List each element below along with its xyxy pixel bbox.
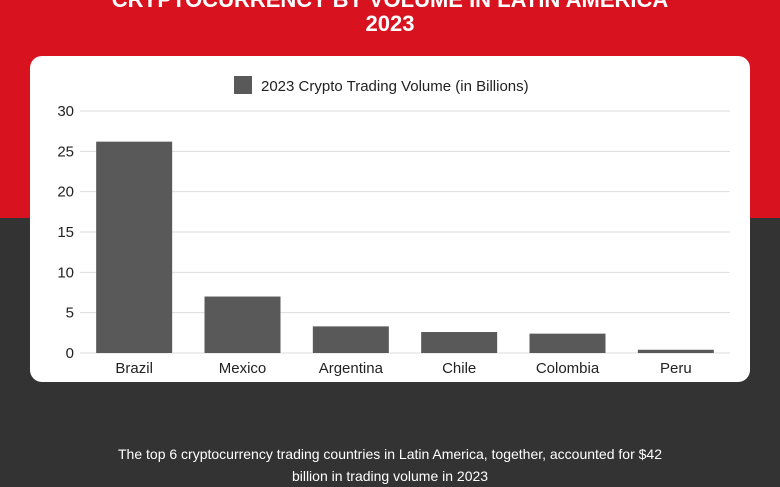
x-tick-label: Colombia xyxy=(536,360,600,377)
page-title: CRYPTOCURRENCY BY VOLUME IN LATIN AMERIC… xyxy=(0,0,780,13)
legend-swatch xyxy=(234,76,252,94)
y-tick-label: 5 xyxy=(66,305,74,322)
x-tick-label: Mexico xyxy=(219,360,267,377)
caption-line-1: The top 6 cryptocurrency trading countri… xyxy=(118,446,662,462)
x-axis: Brazil Mexico Argentina Chile Colombia Peru xyxy=(115,360,691,377)
bar-colombia xyxy=(529,333,606,353)
x-tick-label: Argentina xyxy=(319,360,384,377)
y-tick-label: 0 xyxy=(66,345,74,362)
y-tick-label: 25 xyxy=(57,143,74,160)
y-axis: 0 5 10 15 20 25 30 xyxy=(57,103,74,362)
grid-lines xyxy=(80,110,730,354)
legend: 2023 Crypto Trading Volume (in Billions) xyxy=(234,76,529,95)
bar-peru xyxy=(637,349,714,353)
bars xyxy=(96,141,714,353)
x-tick-label: Peru xyxy=(660,360,692,377)
page-title-year: 2023 xyxy=(365,11,415,36)
chart-card: 0 5 10 15 20 25 30 Brazil Mexico Argentina Chile C… xyxy=(30,56,750,382)
caption-line-2: billion in trading volume in 2023 xyxy=(291,468,489,484)
bar-chile xyxy=(421,332,498,353)
bar-chart: 0 5 10 15 20 25 30 Brazil Mexico Argentina Chile C… xyxy=(57,76,730,377)
bar-argentina xyxy=(312,326,389,353)
y-tick-label: 15 xyxy=(57,224,74,241)
y-tick-label: 10 xyxy=(57,264,74,281)
bar-brazil xyxy=(96,141,173,353)
x-tick-label: Chile xyxy=(442,360,476,377)
legend-label: 2023 Crypto Trading Volume (in Billions) xyxy=(261,78,529,95)
x-tick-label: Brazil xyxy=(115,360,153,377)
y-tick-label: 30 xyxy=(57,103,74,120)
y-tick-label: 20 xyxy=(57,184,74,201)
bar-mexico xyxy=(204,296,281,353)
